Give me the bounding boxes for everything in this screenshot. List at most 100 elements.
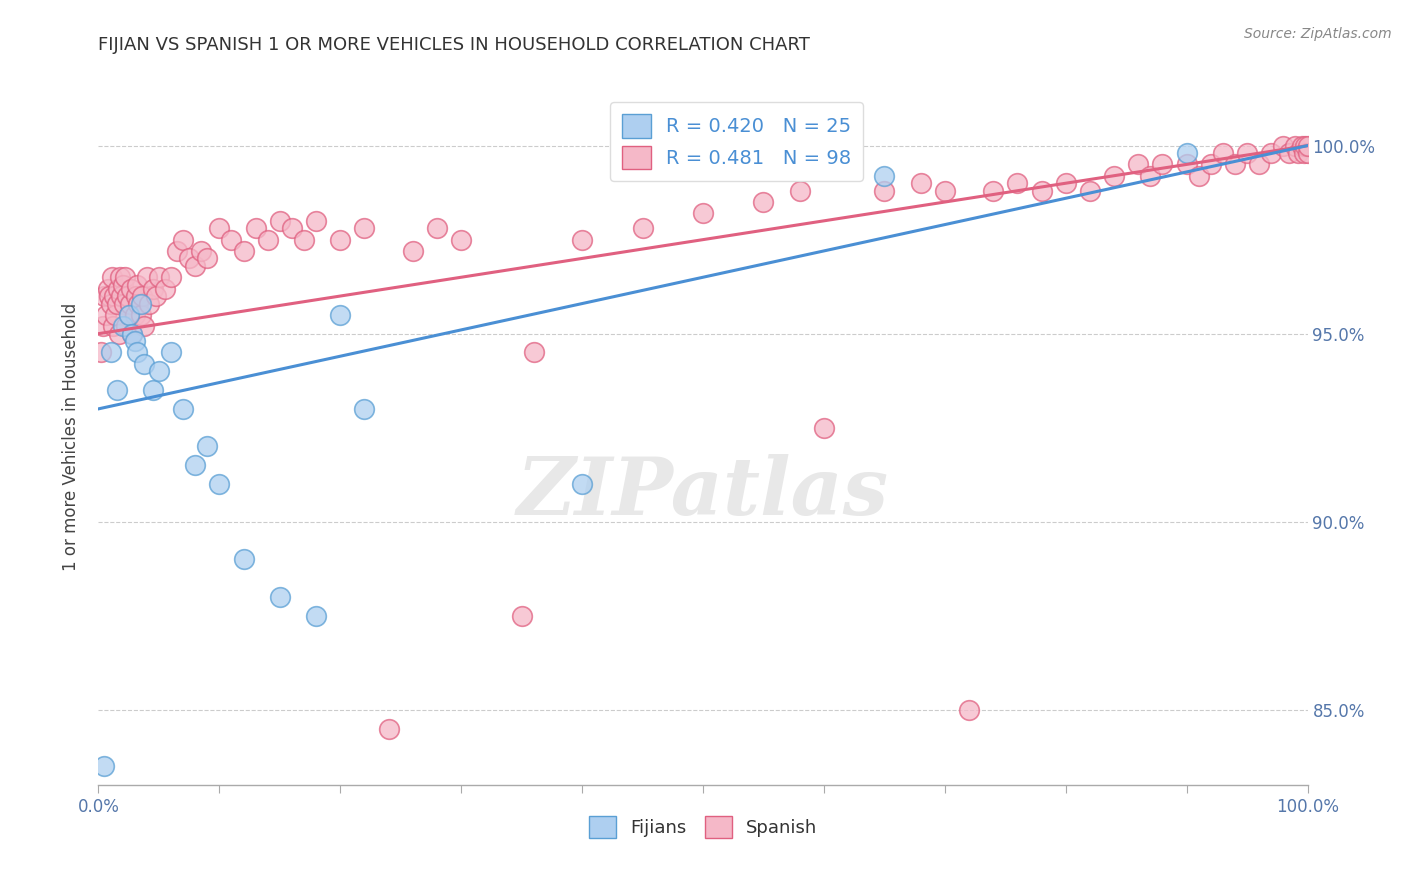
Point	[97, 281, 120, 295]
Point	[426, 221, 449, 235]
Point	[1139, 169, 1161, 183]
Point	[981, 184, 1004, 198]
Point	[127, 277, 149, 292]
Point	[1291, 138, 1313, 153]
Point	[111, 319, 134, 334]
Point	[148, 270, 170, 285]
Point	[117, 289, 139, 303]
Point	[329, 308, 352, 322]
Point	[957, 703, 980, 717]
Point	[105, 383, 128, 397]
Point	[127, 296, 149, 310]
Point	[910, 176, 932, 190]
Point	[93, 289, 115, 303]
Point	[208, 477, 231, 491]
Point	[172, 401, 194, 416]
Point	[108, 326, 131, 341]
Point	[125, 289, 148, 303]
Point	[101, 319, 124, 334]
Point	[104, 308, 127, 322]
Point	[110, 289, 132, 303]
Point	[245, 221, 267, 235]
Point	[571, 477, 593, 491]
Point	[107, 281, 129, 295]
Point	[1236, 146, 1258, 161]
Point	[692, 206, 714, 220]
Point	[1296, 146, 1319, 161]
Legend: Fijians, Spanish: Fijians, Spanish	[582, 809, 824, 846]
Point	[121, 326, 143, 341]
Point	[1128, 157, 1150, 171]
Point	[129, 296, 152, 310]
Point	[115, 319, 138, 334]
Point	[1286, 146, 1309, 161]
Point	[184, 458, 207, 473]
Point	[127, 345, 149, 359]
Point	[105, 296, 128, 310]
Point	[1272, 138, 1295, 153]
Point	[93, 759, 115, 773]
Point	[124, 334, 146, 348]
Point	[789, 184, 811, 198]
Point	[1031, 184, 1053, 198]
Point	[100, 345, 122, 359]
Point	[1278, 146, 1301, 161]
Point	[91, 319, 114, 334]
Point	[873, 184, 896, 198]
Point	[1054, 176, 1077, 190]
Point	[934, 184, 956, 198]
Point	[1212, 146, 1234, 161]
Point	[1249, 157, 1271, 171]
Point	[184, 259, 207, 273]
Text: Source: ZipAtlas.com: Source: ZipAtlas.com	[1244, 27, 1392, 41]
Point	[100, 296, 122, 310]
Point	[281, 221, 304, 235]
Point	[1199, 157, 1222, 171]
Point	[1284, 138, 1306, 153]
Point	[129, 308, 152, 322]
Point	[1175, 146, 1198, 161]
Point	[377, 722, 399, 736]
Point	[103, 289, 125, 303]
Point	[329, 233, 352, 247]
Point	[1292, 146, 1315, 161]
Text: FIJIAN VS SPANISH 1 OR MORE VEHICLES IN HOUSEHOLD CORRELATION CHART: FIJIAN VS SPANISH 1 OR MORE VEHICLES IN …	[98, 36, 810, 54]
Point	[292, 233, 315, 247]
Point	[142, 281, 165, 295]
Point	[269, 590, 291, 604]
Point	[153, 281, 176, 295]
Point	[232, 552, 254, 566]
Point	[1188, 169, 1211, 183]
Point	[510, 608, 533, 623]
Point	[108, 270, 131, 285]
Point	[134, 319, 156, 334]
Point	[305, 608, 328, 623]
Point	[208, 221, 231, 235]
Text: ZIPatlas: ZIPatlas	[517, 454, 889, 532]
Point	[232, 244, 254, 258]
Point	[450, 233, 472, 247]
Point	[135, 270, 157, 285]
Point	[134, 357, 156, 371]
Point	[1175, 157, 1198, 171]
Point	[114, 270, 136, 285]
Point	[179, 252, 201, 266]
Point	[166, 244, 188, 258]
Point	[112, 296, 135, 310]
Point	[873, 169, 896, 183]
Point	[118, 296, 141, 310]
Point	[1260, 146, 1282, 161]
Point	[523, 345, 546, 359]
Point	[269, 214, 291, 228]
Point	[221, 233, 243, 247]
Point	[353, 221, 375, 235]
Point	[752, 194, 775, 209]
Point	[571, 233, 593, 247]
Point	[172, 233, 194, 247]
Point	[160, 270, 183, 285]
Point	[120, 281, 142, 295]
Point	[256, 233, 278, 247]
Point	[90, 345, 112, 359]
Point	[160, 345, 183, 359]
Point	[305, 214, 328, 228]
